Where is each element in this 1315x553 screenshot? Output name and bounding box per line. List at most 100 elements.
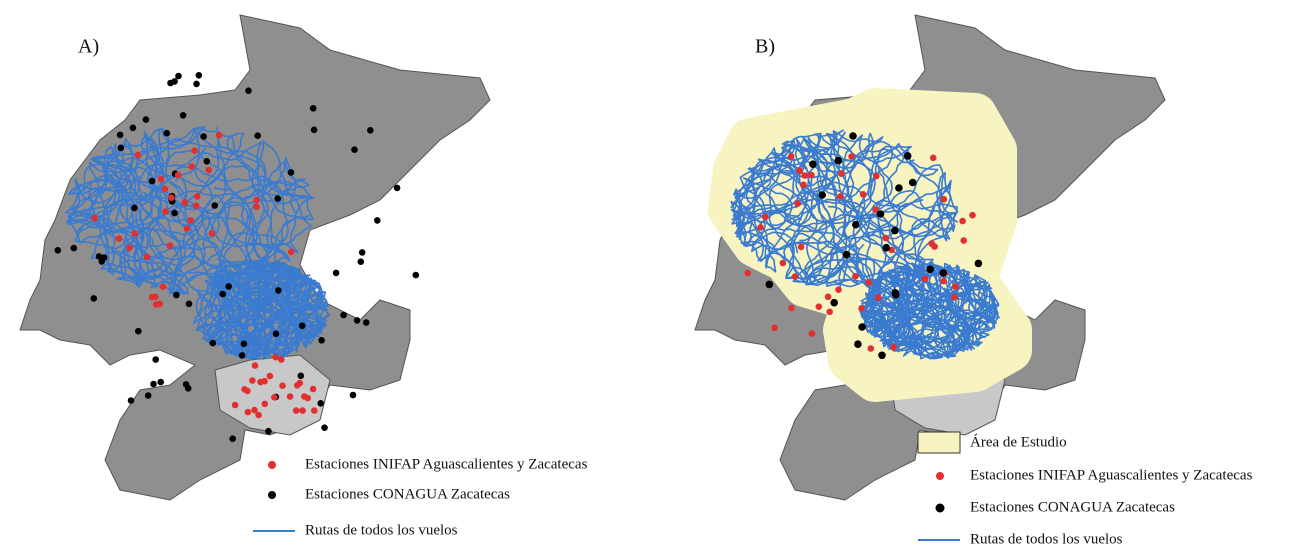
inifap-station [882,234,890,242]
conagua-station [830,298,838,307]
conagua-station [362,319,370,326]
inifap-station [960,237,967,244]
inifap-station [255,411,262,419]
inifap-station [294,382,301,389]
flight-route [734,129,914,273]
inifap-station [168,194,175,201]
inifap-station [969,211,976,219]
inifap-station [815,303,823,311]
inifap-station [257,378,264,386]
panel-a: A) Estaciones INIFAP Aguascalientes y Za… [19,14,588,538]
conagua-station [163,129,171,137]
inifap-station [959,217,966,225]
conagua-station [358,249,366,256]
conagua-station [157,378,164,386]
conagua-station [842,250,851,259]
inifap-station [244,408,252,416]
flight-route [196,264,327,361]
conagua-station [131,204,138,212]
inifap-station [309,385,317,393]
conagua-station [211,202,218,209]
inifap-station [808,330,816,337]
inifap-station [253,196,260,204]
conagua-station [882,243,891,252]
legend-text: Área de Estudio [970,433,1067,450]
flight-route [861,262,998,353]
conagua-station [225,283,232,290]
flight-route [768,130,951,284]
conagua-station [357,258,365,266]
conagua-station [179,112,187,119]
flight-route [208,268,330,356]
inifap-station [299,407,306,414]
conagua-station [148,177,156,185]
conagua-station [240,340,248,348]
conagua-station [254,132,261,139]
conagua-station [195,72,203,79]
conagua-station [374,217,381,224]
inifap-station [159,283,167,291]
conagua-station [818,191,826,199]
flight-route [74,128,306,285]
inifap-station [771,324,778,332]
conagua-station [150,380,157,388]
conagua-station [876,210,885,218]
flight-route [68,157,229,292]
inifap-station [194,193,201,200]
inifap-station [826,308,833,316]
inifap-station [791,273,799,280]
conagua-station [265,427,272,435]
conagua-station [903,152,912,160]
conagua-station [908,178,917,187]
conagua-station [193,80,200,88]
conagua-station [142,116,150,123]
flight-route [193,260,327,357]
inifap-station [852,273,859,280]
inifap-station [928,240,936,247]
inifap-station [272,353,280,361]
flight-route [88,141,269,295]
inifap-station [796,167,803,175]
conagua-station [238,352,246,359]
legend-text: Estaciones CONAGUA Zacatecas [305,486,510,502]
conagua-station [891,289,900,297]
inifap-station [279,382,286,390]
conagua-station [321,424,328,432]
inifap-station [836,193,844,200]
inifap-station [161,185,169,193]
conagua-station [809,160,817,168]
flight-route [148,127,313,294]
conagua-station [367,127,374,134]
conagua-station [275,287,282,294]
conagua-station [287,169,295,176]
inifap-station [134,151,142,159]
inifap-station [157,175,165,183]
inifap-station [794,200,801,207]
conagua-station [95,253,103,260]
legend-text: Estaciones INIFAP Aguascalientes y Zacat… [970,467,1253,483]
conagua-station [100,254,108,261]
conagua-station [309,105,317,112]
flight-route [67,143,217,279]
flight-route [216,262,331,359]
conagua-station [895,184,903,192]
conagua-station [849,132,857,140]
inifap-station [188,163,195,170]
inifap-station [921,275,929,283]
inifap-station [143,253,151,261]
inifap-station [858,305,865,312]
legend-red-dot [268,461,276,469]
conagua-station [229,435,236,443]
conagua-station [116,131,124,139]
inifap-station [205,166,212,174]
inifap-station [761,213,769,221]
inifap-station [166,242,174,249]
inifap-station [231,401,239,409]
inifap-station [208,230,216,237]
stations [744,132,983,360]
conagua-station [152,356,159,363]
inifap-station [253,203,260,211]
conagua-station [412,271,420,279]
inifap-station [838,170,845,177]
legend-red-dot [936,472,944,480]
